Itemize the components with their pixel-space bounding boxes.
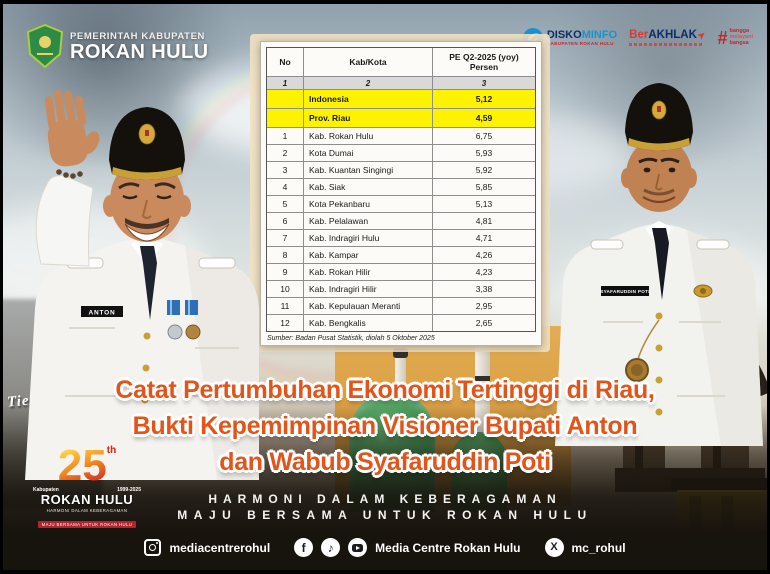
region-name: Indonesia <box>304 90 433 108</box>
berakhlak-tagline-bar <box>629 43 704 47</box>
anniversary-name: ROKAN HULU <box>40 491 134 507</box>
table-row: 1 Kab. Rokan Hulu 6,75 <box>267 128 535 145</box>
economic-growth-table: No Kab/Kota PE Q2-2025 (yoy) Persen 1 2 … <box>260 41 542 346</box>
medal-ribbon <box>185 300 198 315</box>
tagline-line2: MAJU BERSAMA UNTUK ROKAN HULU <box>177 508 593 522</box>
gov-logo-line2: ROKAN HULU <box>70 40 209 63</box>
instagram-handle: mediacentrerohul <box>169 540 271 555</box>
instagram-icon <box>144 539 162 556</box>
mustache <box>643 188 675 196</box>
highlight-row-riau: Prov. Riau 4,59 <box>267 109 535 128</box>
bangga-word2: melayani <box>729 34 753 41</box>
region-name: Prov. Riau <box>304 109 433 127</box>
diskominfo-text-light: MINFO <box>581 28 618 41</box>
table-row: 4 Kab. Siak 5,85 <box>267 179 535 196</box>
berakhlak-main: AKHLAK <box>648 28 697 41</box>
x-handle: mc_rohul <box>571 540 626 555</box>
partner-logos: DISKOMINFO KABUPATEN ROKAN HULU Ber AKHLA… <box>522 28 753 48</box>
table-row: 2 Kota Dumai 5,93 <box>267 145 535 162</box>
berakhlak-logo: Ber AKHLAK ➤ <box>629 28 708 47</box>
table-source-note: Sumber: Badan Pusat Statistik, diolah 5 … <box>267 335 435 342</box>
anniversary-motto1: HARMONI DALAM KEBERAGAMAN <box>46 507 128 513</box>
youtube-icon <box>348 538 368 557</box>
headline-line3: dan Wabub Syafaruddin Poti <box>219 448 551 476</box>
table-row: 9 Kab. Rokan Hilir 4,23 <box>267 264 535 281</box>
minaret-cap <box>393 348 408 358</box>
table-row: 3 Kab. Kuantan Singingi 5,92 <box>267 162 535 179</box>
name-tag-text: SYAFARUDDIN POTI <box>600 289 650 294</box>
table-row: 6 Kab. Pelalawan 4,81 <box>267 213 535 230</box>
raised-arm-sleeve <box>35 175 94 267</box>
index-cell: 1 <box>267 77 304 89</box>
poster-background: Tienyang Tuah ANT <box>3 4 767 570</box>
berakhlak-arrow-icon: ➤ <box>695 28 708 42</box>
bangga-melayani-bangsa-logo: # bangga melayani bangsa <box>717 29 753 47</box>
col-header-pe-line1: PE Q2-2025 (yoy) <box>449 51 519 62</box>
table-index-row: 1 2 3 <box>267 77 535 90</box>
tie <box>140 246 157 320</box>
anniversary-years: 1999-2025 <box>117 486 141 493</box>
rokan-hulu-crest-icon <box>27 24 63 68</box>
medal <box>185 324 201 340</box>
table-row: 10 Kab. Indragiri Hilir 3,38 <box>267 281 535 298</box>
index-cell: 2 <box>304 77 433 89</box>
anniversary-suffix: th <box>106 445 117 456</box>
government-logo: PEMERINTAH KABUPATEN ROKAN HULU <box>27 24 208 68</box>
headline: Catat Pertumbuhan Ekonomi Tertinggi di R… <box>3 372 767 480</box>
hashtag-icon: # <box>717 28 728 48</box>
growth-value: 5,12 <box>475 94 493 104</box>
table-row: 8 Kab. Kampar 4,26 <box>267 247 535 264</box>
table-row: 12 Kab. Bengkalis 2,65 <box>267 315 535 331</box>
name-tag <box>81 306 123 317</box>
name-tag <box>601 286 649 296</box>
headline-line2: Bukti Kepemimpinan Visioner Bupati Anton <box>132 412 638 440</box>
bangga-word3: bangsa <box>729 39 749 46</box>
table-row: 11 Kab. Kepulauan Meranti 2,95 <box>267 298 535 315</box>
tie <box>652 228 669 300</box>
bangga-word1: bangga <box>729 28 750 35</box>
medal-ribbon <box>167 300 180 315</box>
tiktok-icon: ♪ <box>321 538 341 557</box>
page-name: Media Centre Rokan Hulu <box>375 540 521 555</box>
anniversary-kabupaten: Kabupaten <box>33 486 59 493</box>
diskominfo-text-bold: DISKO <box>546 28 582 41</box>
gov-logo-line1: PEMERINTAH KABUPATEN <box>70 30 205 42</box>
footer-tagline: HARMONI DALAM KEBERAGAMAN MAJU BERSAMA U… <box>3 491 767 523</box>
minaret-balcony <box>475 376 490 381</box>
mustache <box>125 218 169 229</box>
official-photo-bupati: ANTON <box>25 89 259 480</box>
col-header-pe: PE Q2-2025 (yoy) Persen <box>433 48 535 76</box>
table-row: 7 Kab. Indragiri Hulu 4,71 <box>267 230 535 247</box>
table-row: 5 Kota Pekanbaru 5,13 <box>267 196 535 213</box>
tagline-line1: HARMONI DALAM KEBERAGAMAN <box>208 492 562 506</box>
medal <box>167 324 183 340</box>
anniversary-motto2: MAJU BERSAMA UNTUK ROKAN HULU <box>37 520 137 528</box>
diskominfo-subtitle: KABUPATEN ROKAN HULU <box>546 40 614 46</box>
anniversary-number: 25 <box>57 441 107 490</box>
table-header-row: No Kab/Kota PE Q2-2025 (yoy) Persen <box>267 48 535 77</box>
col-header-no: No <box>267 48 304 76</box>
col-header-kabkota: Kab/Kota <box>304 48 433 76</box>
col-header-pe-line2: Persen <box>469 62 499 72</box>
name-tag-text: ANTON <box>89 310 116 317</box>
x-icon: X <box>544 538 564 557</box>
berakhlak-prefix: Ber <box>629 28 649 41</box>
facebook-icon: f <box>294 538 314 557</box>
index-cell: 3 <box>481 78 487 88</box>
social-media-row: mediacentrerohul f ♪ Media Centre Rokan … <box>3 538 767 557</box>
headline-line1: Catat Pertumbuhan Ekonomi Tertinggi di R… <box>115 376 655 404</box>
waving-hand <box>44 89 100 167</box>
growth-value: 4,59 <box>475 113 493 123</box>
highlight-row-indonesia: Indonesia 5,12 <box>267 90 535 109</box>
anniversary-logo: 25th Kabupaten 1999-2025 ROKAN HULU HARM… <box>27 441 147 531</box>
official-photo-wabup: SYAFARUDDIN POTI <box>555 83 763 446</box>
